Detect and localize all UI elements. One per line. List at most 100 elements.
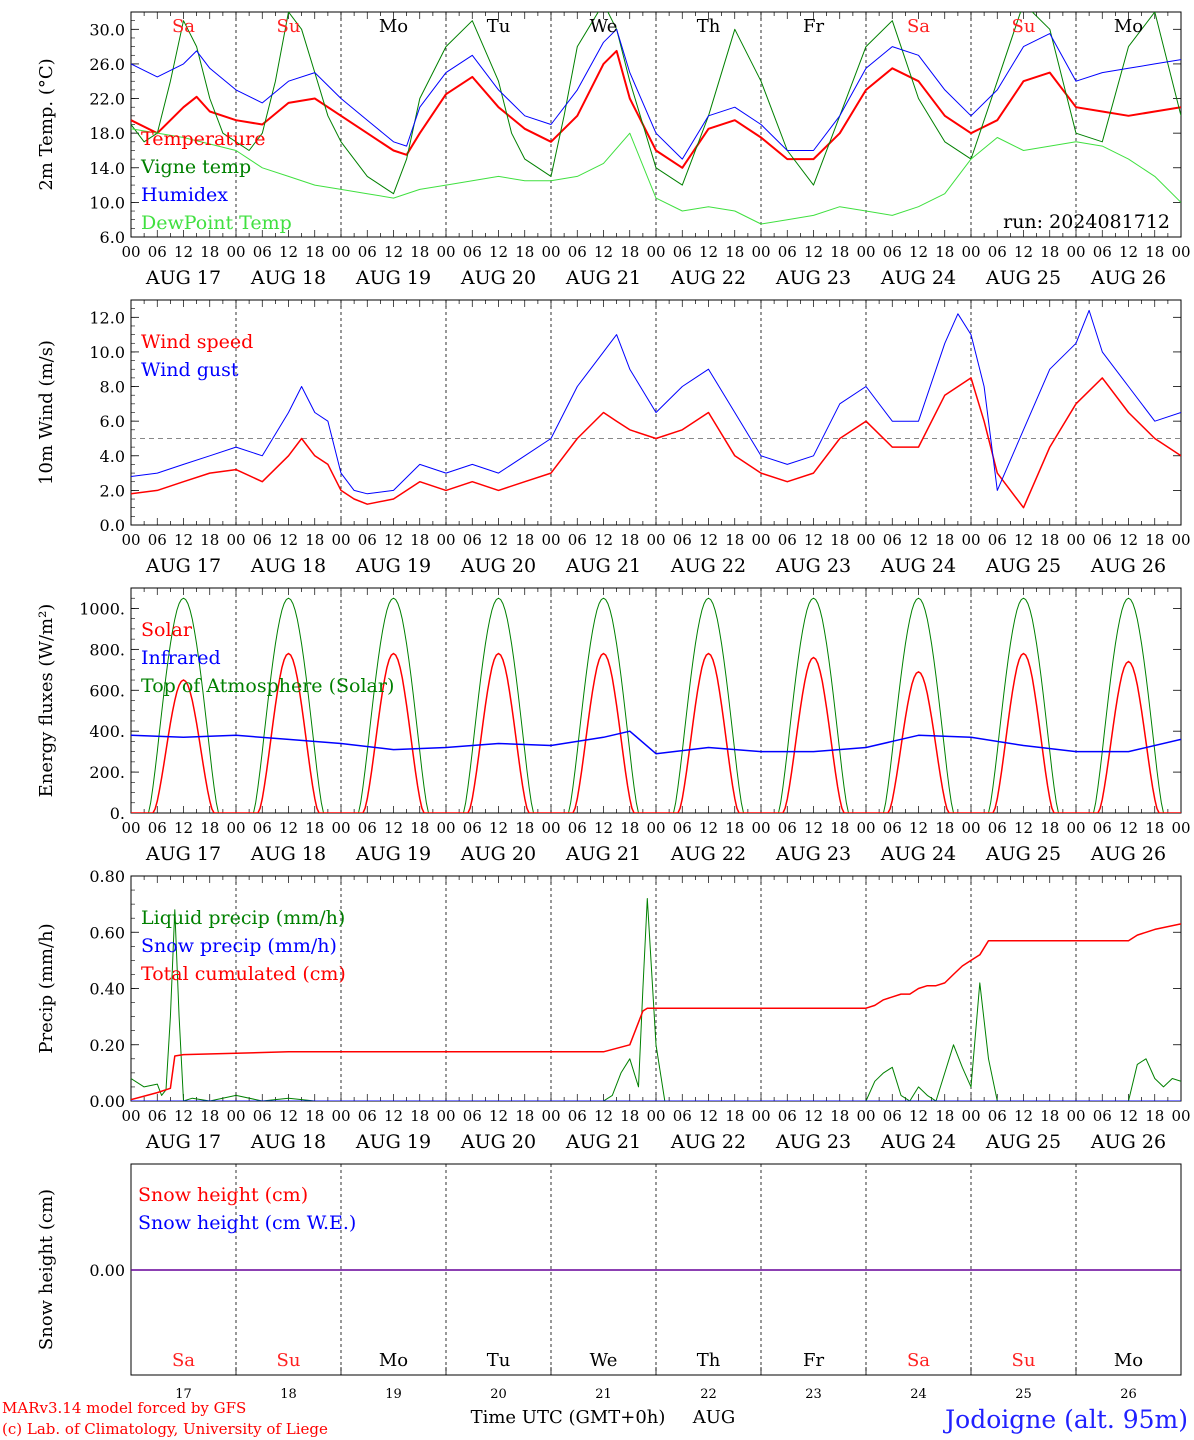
series-line-0 bbox=[131, 49, 1181, 169]
hour-tick-label: 00 bbox=[226, 243, 245, 261]
hour-tick-label: 18 bbox=[515, 819, 534, 837]
y-tick-label: 1000. bbox=[79, 599, 125, 618]
hour-tick-label: 12 bbox=[909, 819, 928, 837]
hour-tick-label: 12 bbox=[279, 1107, 298, 1125]
hour-tick-label: 12 bbox=[804, 1107, 823, 1125]
legend-entry: DewPoint Temp bbox=[141, 212, 292, 234]
y-tick-label: 10.0 bbox=[89, 343, 125, 362]
hour-tick-label: 12 bbox=[699, 531, 718, 549]
copyright-credit: (c) Lab. of Climatology, University of L… bbox=[2, 1420, 328, 1438]
hour-tick-label: 06 bbox=[778, 243, 797, 261]
hour-tick-label: 00 bbox=[331, 1107, 350, 1125]
plot-frame-0 bbox=[130, 11, 1182, 238]
day-number-label: 18 bbox=[280, 1387, 297, 1402]
hour-tick-label: 18 bbox=[515, 1107, 534, 1125]
day-number-label: 17 bbox=[175, 1387, 192, 1402]
hour-tick-label: 06 bbox=[568, 243, 587, 261]
date-label: AUG 19 bbox=[355, 267, 431, 289]
y-tick-label: 10.0 bbox=[89, 193, 125, 212]
y-axis-label: Snow height (cm) bbox=[36, 1189, 57, 1350]
hour-tick-label: 12 bbox=[489, 243, 508, 261]
hour-tick-label: 00 bbox=[751, 531, 770, 549]
date-label: AUG 21 bbox=[565, 267, 641, 289]
date-label: AUG 26 bbox=[1090, 267, 1166, 289]
hour-tick-label: 00 bbox=[331, 243, 350, 261]
date-label: AUG 20 bbox=[460, 555, 536, 577]
hour-tick-label: 06 bbox=[778, 819, 797, 837]
legend-entry: Snow height (cm W.E.) bbox=[138, 1212, 356, 1234]
series-line-0 bbox=[131, 898, 1181, 1101]
hour-tick-label: 06 bbox=[673, 243, 692, 261]
y-tick-label: 0.60 bbox=[89, 923, 125, 942]
date-label: AUG 24 bbox=[880, 1131, 956, 1153]
date-label: AUG 17 bbox=[145, 555, 221, 577]
y-tick-label: 18.0 bbox=[89, 124, 125, 143]
date-label: AUG 22 bbox=[670, 555, 746, 577]
y-tick-label: 0.80 bbox=[89, 867, 125, 886]
model-credit: MARv3.14 model forced by GFS bbox=[2, 1399, 246, 1417]
hour-tick-label: 12 bbox=[489, 1107, 508, 1125]
legend-entry: Humidex bbox=[141, 184, 228, 206]
series-infrared bbox=[131, 730, 1181, 755]
hour-tick-label: 18 bbox=[305, 531, 324, 549]
y-tick-label: 400. bbox=[89, 722, 125, 741]
hour-tick-label: 12 bbox=[699, 243, 718, 261]
hour-tick-label: 06 bbox=[463, 531, 482, 549]
legend-entry: Solar bbox=[141, 619, 193, 641]
hour-tick-label: 00 bbox=[436, 243, 455, 261]
date-label: AUG 18 bbox=[250, 843, 326, 865]
hour-tick-label: 12 bbox=[384, 1107, 403, 1125]
day-of-week-label: Sa bbox=[907, 1350, 930, 1371]
day-of-week-label: Mo bbox=[1114, 16, 1143, 37]
hour-tick-label: 18 bbox=[620, 531, 639, 549]
hour-tick-label: 00 bbox=[1171, 1107, 1190, 1125]
hour-tick-label: 12 bbox=[1119, 1107, 1138, 1125]
hour-tick-label: 12 bbox=[594, 531, 613, 549]
day-of-week-label: Sa bbox=[172, 16, 195, 37]
series-line-2 bbox=[131, 28, 1181, 160]
hour-tick-label: 00 bbox=[541, 243, 560, 261]
legend-entry: Snow precip (mm/h) bbox=[141, 935, 337, 957]
hour-tick-label: 18 bbox=[515, 531, 534, 549]
date-label: AUG 25 bbox=[985, 1131, 1061, 1153]
hour-tick-label: 00 bbox=[1066, 819, 1085, 837]
hour-tick-label: 18 bbox=[200, 243, 219, 261]
series-line-1 bbox=[131, 12, 1181, 195]
hour-tick-label: 18 bbox=[725, 819, 744, 837]
date-label: AUG 21 bbox=[565, 555, 641, 577]
station-label: Jodoigne (alt. 95m) bbox=[942, 1405, 1188, 1434]
y-tick-label: 0.40 bbox=[89, 980, 125, 999]
date-label: AUG 24 bbox=[880, 843, 956, 865]
legend-entry: Temperature bbox=[141, 128, 265, 150]
series-group bbox=[131, 12, 1181, 225]
date-label: AUG 24 bbox=[880, 555, 956, 577]
hour-tick-label: 06 bbox=[253, 1107, 272, 1125]
hour-tick-label: 00 bbox=[961, 819, 980, 837]
hour-tick-label: 06 bbox=[358, 531, 377, 549]
day-of-week-label: Su bbox=[277, 1350, 301, 1371]
hour-tick-label: 00 bbox=[751, 243, 770, 261]
hour-tick-label: 06 bbox=[988, 531, 1007, 549]
hour-tick-label: 12 bbox=[909, 1107, 928, 1125]
y-tick-label: 2.0 bbox=[100, 481, 125, 500]
hour-tick-label: 06 bbox=[463, 243, 482, 261]
hour-tick-label: 12 bbox=[279, 243, 298, 261]
hour-tick-label: 06 bbox=[883, 531, 902, 549]
hour-tick-label: 12 bbox=[174, 531, 193, 549]
hour-tick-label: 00 bbox=[436, 819, 455, 837]
date-label: AUG 19 bbox=[355, 555, 431, 577]
hour-tick-label: 12 bbox=[804, 531, 823, 549]
date-label: AUG 23 bbox=[775, 843, 851, 865]
hour-tick-label: 12 bbox=[384, 243, 403, 261]
legend-entry: Top of Atmosphere (Solar) bbox=[141, 675, 394, 697]
hour-tick-label: 06 bbox=[1093, 243, 1112, 261]
date-label: AUG 18 bbox=[250, 267, 326, 289]
hour-tick-label: 18 bbox=[305, 243, 324, 261]
hour-tick-label: 06 bbox=[988, 243, 1007, 261]
day-of-week-label: Mo bbox=[1114, 1350, 1143, 1371]
hour-tick-label: 06 bbox=[253, 531, 272, 549]
hour-tick-label: 12 bbox=[174, 243, 193, 261]
hour-tick-label: 00 bbox=[646, 243, 665, 261]
hour-tick-label: 12 bbox=[489, 819, 508, 837]
y-tick-label: 8.0 bbox=[100, 378, 125, 397]
